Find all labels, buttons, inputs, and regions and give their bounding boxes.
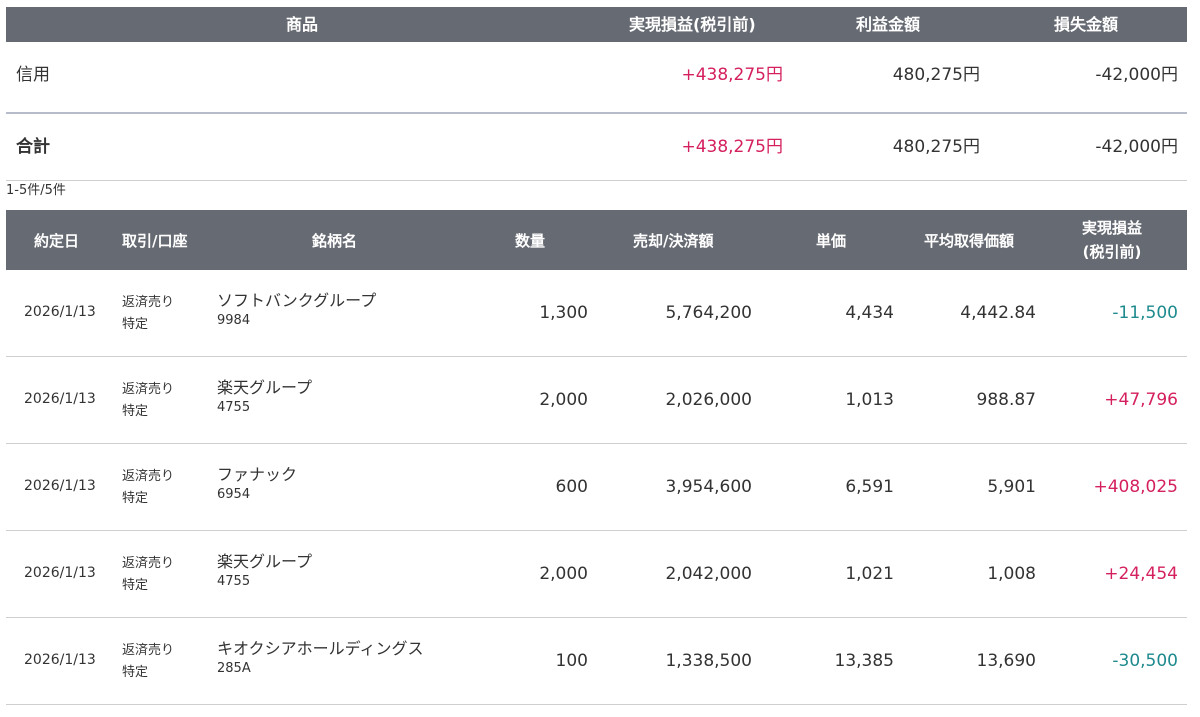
sale-amount: 2,026,000 [665,390,752,410]
stock-code: 4755 [217,400,251,415]
header-loss-amount: 損失金額 [1054,15,1119,34]
unit-price: 6,591 [845,477,894,497]
average-cost: 988.87 [976,390,1036,410]
quantity: 100 [555,651,588,671]
header-realized-pl-line2: (税引前) [1082,243,1142,261]
stock-code: 9984 [217,313,251,328]
account-kind: 特定 [122,404,149,419]
account-kind: 特定 [122,665,149,680]
realized-pl-value: +438,275円 [681,137,783,157]
trade-type: 返済売り 特定 [122,379,174,423]
stock-cell: キオクシアホールディングス 285A [217,638,424,678]
account-kind: 特定 [122,578,149,593]
account-kind: 特定 [122,317,149,332]
quantity: 2,000 [539,390,588,410]
quantity: 600 [555,477,588,497]
detail-rows: 2026/1/13 返済売り 特定 ソフトバンクグループ 9984 1,300 5,764,… [6,270,1187,705]
stock-code: 6954 [217,487,251,502]
trade-kind: 返済売り [122,469,175,484]
unit-price: 1,013 [845,390,894,410]
realized-pl-value: +438,275円 [681,65,783,85]
summary-row-credit: 信用 +438,275円 480,275円 -42,000円 [6,42,1187,114]
stock-cell: 楽天グループ 4755 [217,551,312,591]
realized-pl: +47,796 [1104,390,1178,410]
unit-price: 13,385 [834,651,894,671]
trade-kind: 返済売り [122,556,175,571]
quantity: 1,300 [539,303,588,323]
detail-header: 約定日 取引/口座 銘柄名 数量 売却/決済額 単価 平均取得価額 実現損益 (… [6,210,1187,270]
realized-pl: -11,500 [1112,303,1178,323]
trade-date: 2026/1/13 [24,391,96,407]
realized-pl: +408,025 [1093,477,1178,497]
unit-price: 1,021 [845,564,894,584]
sale-amount: 5,764,200 [665,303,752,323]
header-product: 商品 [286,15,319,34]
stock-name: 楽天グループ [217,552,313,571]
trade-kind: 返済売り [122,382,175,397]
summary-table: 商品 実現損益(税引前) 利益金額 損失金額 信用 +438,275円 480,… [6,7,1187,181]
row-label: 信用 [16,65,50,85]
result-count: 1-5件/5件 [6,183,66,198]
trade-type: 返済売り 特定 [122,292,174,336]
stock-name: ファナック [217,465,298,484]
trade-date: 2026/1/13 [24,304,96,320]
header-average-cost: 平均取得価額 [924,231,1015,250]
stock-name: キオクシアホールディングス [217,639,424,658]
profit-value: 480,275円 [892,137,980,157]
stock-name: ソフトバンクグループ [217,291,377,310]
trade-type: 返済売り 特定 [122,640,174,684]
table-row: 2026/1/13 返済売り特定 ファナック 6954 600 3,954,600 6,59… [6,444,1187,531]
stock-cell: ファナック 6954 [217,464,297,504]
header-realized-pl-line1: 実現損益 [1082,219,1143,237]
profit-value: 480,275円 [892,65,980,85]
header-unit-price: 単価 [816,231,847,250]
trade-kind: 返済売り [122,295,175,310]
summary-header: 商品 実現損益(税引前) 利益金額 損失金額 [6,7,1187,42]
sale-amount: 1,338,500 [665,651,752,671]
stock-cell: 楽天グループ 4755 [217,377,312,417]
average-cost: 4,442.84 [960,303,1036,323]
stock-code: 4755 [217,574,251,589]
summary-row-total: 合計 +438,275円 480,275円 -42,000円 [6,114,1187,181]
unit-price: 4,434 [845,303,894,323]
table-row: 2026/1/13 返済売り特定 キオクシアホールディングス 285A 100 1,338… [6,618,1187,705]
realized-pl: +24,454 [1104,564,1178,584]
header-trade-type: 取引/口座 [122,231,188,250]
stock-cell: ソフトバンクグループ 9984 [217,290,376,330]
trade-date: 2026/1/13 [24,565,96,581]
trade-type: 返済売り 特定 [122,466,174,510]
header-realized-pl: 実現損益 (税引前) [1082,210,1142,270]
account-kind: 特定 [122,491,149,506]
table-row: 2026/1/13 返済売り特定 楽天グループ 4755 2,000 2,042,000 1… [6,531,1187,618]
sale-amount: 2,042,000 [665,564,752,584]
trade-kind: 返済売り [122,643,175,658]
stock-code: 285A [217,661,251,676]
header-profit-amount: 利益金額 [856,15,921,34]
header-sale-amount: 売却/決済額 [633,231,714,250]
header-quantity: 数量 [515,231,546,250]
header-realized-pl: 実現損益(税引前) [629,15,756,34]
detail-table: 約定日 取引/口座 銘柄名 数量 売却/決済額 単価 平均取得価額 実現損益 (… [6,210,1187,705]
trade-date: 2026/1/13 [24,652,96,668]
average-cost: 13,690 [976,651,1036,671]
table-row: 2026/1/13 返済売り特定 楽天グループ 4755 2,000 2,026,000 1… [6,357,1187,444]
trade-date: 2026/1/13 [24,478,96,494]
average-cost: 5,901 [987,477,1036,497]
quantity: 2,000 [539,564,588,584]
trade-type: 返済売り 特定 [122,553,174,597]
header-trade-date: 約定日 [34,231,80,250]
realized-pl: -30,500 [1112,651,1178,671]
sale-amount: 3,954,600 [665,477,752,497]
row-label: 合計 [16,137,50,157]
stock-name: 楽天グループ [217,378,313,397]
average-cost: 1,008 [987,564,1036,584]
table-row: 2026/1/13 返済売り特定 ソフトバンクグループ 9984 1,300 5,764,… [6,270,1187,357]
loss-value: -42,000円 [1095,137,1178,157]
loss-value: -42,000円 [1095,65,1178,85]
header-stock-name: 銘柄名 [312,231,358,250]
